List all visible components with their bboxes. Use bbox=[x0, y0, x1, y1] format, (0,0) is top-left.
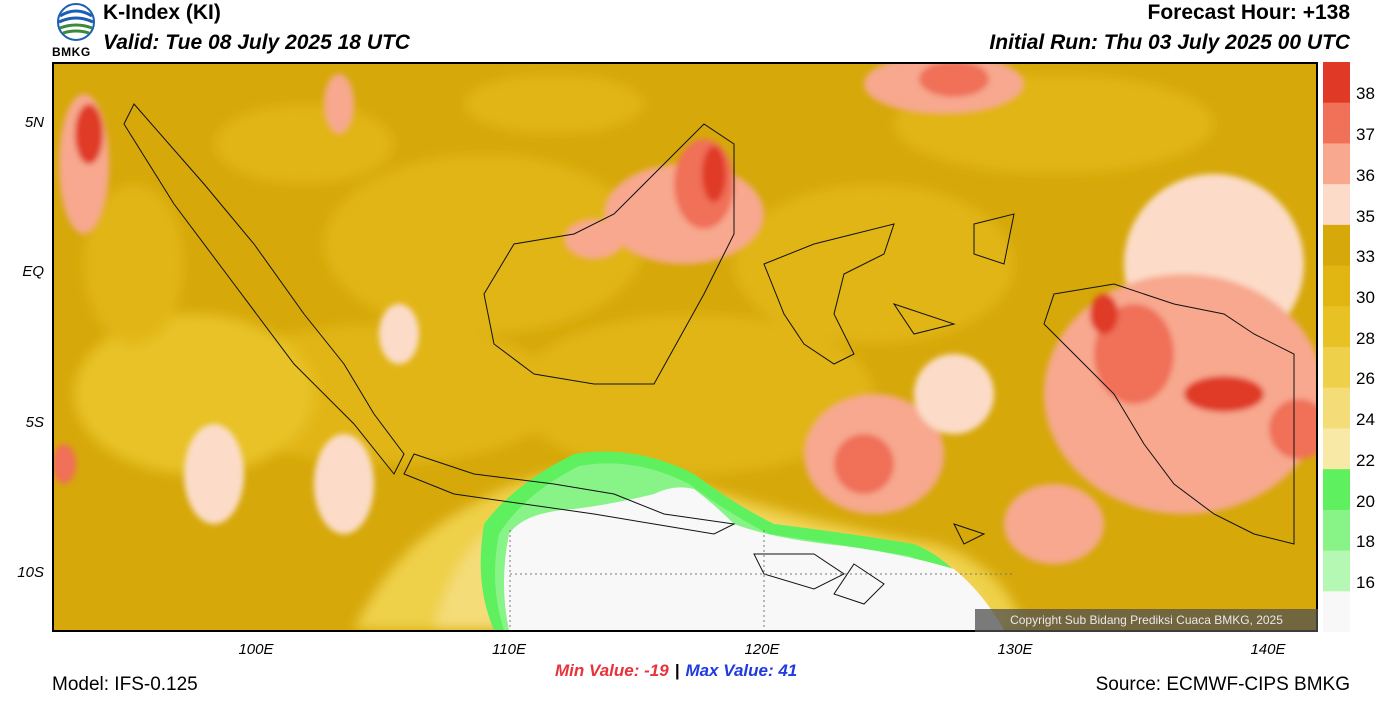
colorbar-segment bbox=[1323, 509, 1350, 552]
colorbar-segment bbox=[1323, 469, 1350, 511]
bmkg-logo bbox=[52, 2, 100, 58]
y-label-5n: 5N bbox=[24, 114, 44, 131]
valid-time: Valid: Tue 08 July 2025 18 UTC bbox=[103, 31, 410, 54]
x-label-100e: 100E bbox=[238, 641, 274, 658]
colorbar-segment bbox=[1323, 184, 1350, 226]
model-info: Model: IFS-0.125 bbox=[52, 674, 198, 695]
initial-run: Initial Run: Thu 03 July 2025 00 UTC bbox=[989, 31, 1350, 54]
colorbar-label: 36 bbox=[1356, 165, 1375, 185]
colorbar-label: 28 bbox=[1356, 328, 1375, 348]
colorbar-label: 38 bbox=[1356, 84, 1375, 104]
colorbar-segment bbox=[1323, 265, 1350, 307]
colorbar-segment bbox=[1323, 347, 1350, 389]
forecast-hour: Forecast Hour: +138 bbox=[1147, 1, 1351, 24]
max-value: Max Value: 41 bbox=[685, 661, 798, 680]
x-label-110e: 110E bbox=[492, 641, 526, 658]
x-label-120e: 120E bbox=[744, 641, 780, 658]
copyright-notice: Copyright Sub Bidang Prediksi Cuaca BMKG… bbox=[975, 609, 1318, 632]
colorbar-segment bbox=[1323, 428, 1350, 470]
coastlines bbox=[123, 103, 1295, 605]
min-max-values: Min Value: -19 | Max Value: 41 bbox=[555, 661, 797, 681]
colorbar-label: 33 bbox=[1356, 247, 1375, 267]
colorbar-segment bbox=[1323, 591, 1350, 633]
colorbar-segment bbox=[1323, 143, 1350, 185]
colorbar-label: 24 bbox=[1356, 410, 1375, 430]
source-info: Source: ECMWF-CIPS BMKG bbox=[1095, 674, 1350, 695]
y-label-10s: 10S bbox=[17, 564, 44, 581]
colorbar-label: 37 bbox=[1356, 125, 1375, 145]
colorbar-segment bbox=[1323, 102, 1350, 144]
colorbar-label: 22 bbox=[1356, 450, 1375, 470]
colorbar-segment bbox=[1323, 224, 1350, 267]
x-label-140e: 140E bbox=[1250, 641, 1286, 658]
logo-text: BMKG bbox=[52, 45, 91, 59]
colorbar-label: 30 bbox=[1356, 287, 1375, 307]
graticule bbox=[509, 530, 1014, 630]
colorbar-label: 26 bbox=[1356, 369, 1375, 389]
white-low-region bbox=[504, 487, 1004, 630]
chart-title: K-Index (KI) bbox=[103, 1, 221, 24]
y-label-eq: EQ bbox=[22, 263, 44, 280]
colorbar-label: 20 bbox=[1356, 491, 1375, 511]
k-index-map bbox=[52, 62, 1318, 632]
colorbar-label: 35 bbox=[1356, 206, 1375, 226]
min-value: Min Value: -19 bbox=[555, 661, 669, 680]
high-ki-areas bbox=[54, 64, 1316, 564]
x-label-130e: 130E bbox=[997, 641, 1033, 658]
colorbar-segment bbox=[1323, 306, 1350, 348]
colorbar-segment bbox=[1323, 62, 1350, 104]
y-label-5s: 5S bbox=[25, 414, 44, 431]
gold-fields bbox=[74, 74, 1214, 474]
colorbar-segment bbox=[1323, 550, 1350, 592]
separator: | bbox=[674, 661, 680, 680]
colorbar-segment bbox=[1323, 387, 1350, 429]
colorbar-label: 18 bbox=[1356, 532, 1375, 552]
colorbar-label: 16 bbox=[1356, 572, 1375, 592]
colorbar bbox=[1323, 62, 1350, 633]
